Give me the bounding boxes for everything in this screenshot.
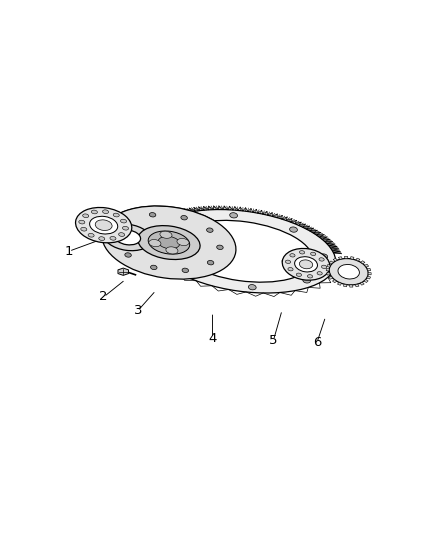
Polygon shape (356, 258, 360, 261)
Ellipse shape (88, 233, 94, 237)
Ellipse shape (311, 252, 316, 255)
Ellipse shape (173, 220, 313, 282)
Ellipse shape (296, 273, 301, 277)
Ellipse shape (110, 237, 116, 240)
Ellipse shape (230, 213, 237, 218)
Ellipse shape (102, 210, 109, 214)
Polygon shape (367, 268, 371, 271)
Ellipse shape (81, 228, 87, 231)
Polygon shape (327, 264, 331, 267)
Text: 5: 5 (269, 334, 278, 347)
Polygon shape (360, 282, 364, 285)
Text: 4: 4 (208, 332, 217, 345)
Polygon shape (102, 206, 311, 263)
Text: 3: 3 (134, 303, 143, 317)
Ellipse shape (181, 215, 187, 220)
Ellipse shape (300, 260, 313, 269)
Ellipse shape (248, 285, 256, 290)
Ellipse shape (150, 209, 336, 293)
Ellipse shape (104, 224, 152, 251)
Ellipse shape (115, 236, 121, 240)
Ellipse shape (119, 233, 125, 237)
Ellipse shape (138, 225, 200, 260)
Ellipse shape (282, 248, 330, 280)
Polygon shape (329, 261, 333, 264)
Ellipse shape (99, 237, 105, 240)
Ellipse shape (149, 239, 161, 247)
Polygon shape (367, 276, 371, 279)
Ellipse shape (95, 220, 112, 230)
Polygon shape (337, 282, 342, 285)
Ellipse shape (338, 264, 360, 279)
Ellipse shape (90, 216, 118, 234)
Ellipse shape (115, 230, 141, 245)
Text: 2: 2 (99, 290, 108, 303)
Ellipse shape (120, 219, 127, 223)
Polygon shape (355, 284, 359, 287)
Ellipse shape (92, 210, 97, 214)
Text: 1: 1 (64, 245, 73, 258)
Polygon shape (350, 285, 353, 287)
Ellipse shape (124, 220, 131, 224)
Polygon shape (343, 284, 347, 287)
Polygon shape (326, 269, 329, 271)
Ellipse shape (151, 265, 157, 270)
Polygon shape (350, 256, 354, 260)
Polygon shape (339, 257, 342, 260)
Ellipse shape (320, 254, 328, 259)
Ellipse shape (207, 261, 214, 265)
Polygon shape (364, 264, 369, 267)
Ellipse shape (125, 253, 131, 257)
Ellipse shape (158, 244, 166, 249)
Ellipse shape (149, 213, 156, 217)
Ellipse shape (166, 247, 178, 254)
Ellipse shape (288, 268, 293, 271)
Polygon shape (118, 268, 128, 276)
Polygon shape (328, 277, 333, 279)
Ellipse shape (158, 236, 180, 249)
Ellipse shape (303, 278, 311, 283)
Ellipse shape (83, 214, 89, 217)
Ellipse shape (290, 254, 295, 257)
Ellipse shape (300, 251, 305, 254)
Ellipse shape (319, 258, 324, 261)
Ellipse shape (321, 265, 327, 269)
Ellipse shape (295, 257, 318, 272)
Ellipse shape (329, 259, 368, 285)
Ellipse shape (79, 220, 85, 224)
Ellipse shape (290, 227, 297, 232)
Polygon shape (361, 261, 365, 264)
Ellipse shape (188, 270, 196, 276)
Polygon shape (368, 272, 371, 275)
Polygon shape (364, 280, 368, 282)
Polygon shape (333, 259, 337, 261)
Ellipse shape (182, 268, 188, 272)
Ellipse shape (217, 245, 223, 249)
Text: 6: 6 (313, 336, 321, 349)
Ellipse shape (102, 206, 236, 279)
Ellipse shape (113, 213, 119, 217)
Polygon shape (332, 280, 337, 282)
Ellipse shape (317, 272, 322, 275)
Ellipse shape (148, 231, 190, 254)
Polygon shape (327, 273, 330, 275)
Ellipse shape (75, 207, 132, 243)
Polygon shape (344, 256, 348, 259)
Ellipse shape (160, 231, 172, 238)
Ellipse shape (175, 220, 183, 225)
Ellipse shape (207, 228, 213, 232)
Ellipse shape (177, 238, 189, 246)
Ellipse shape (307, 274, 313, 278)
Ellipse shape (286, 260, 291, 263)
Ellipse shape (123, 227, 128, 230)
